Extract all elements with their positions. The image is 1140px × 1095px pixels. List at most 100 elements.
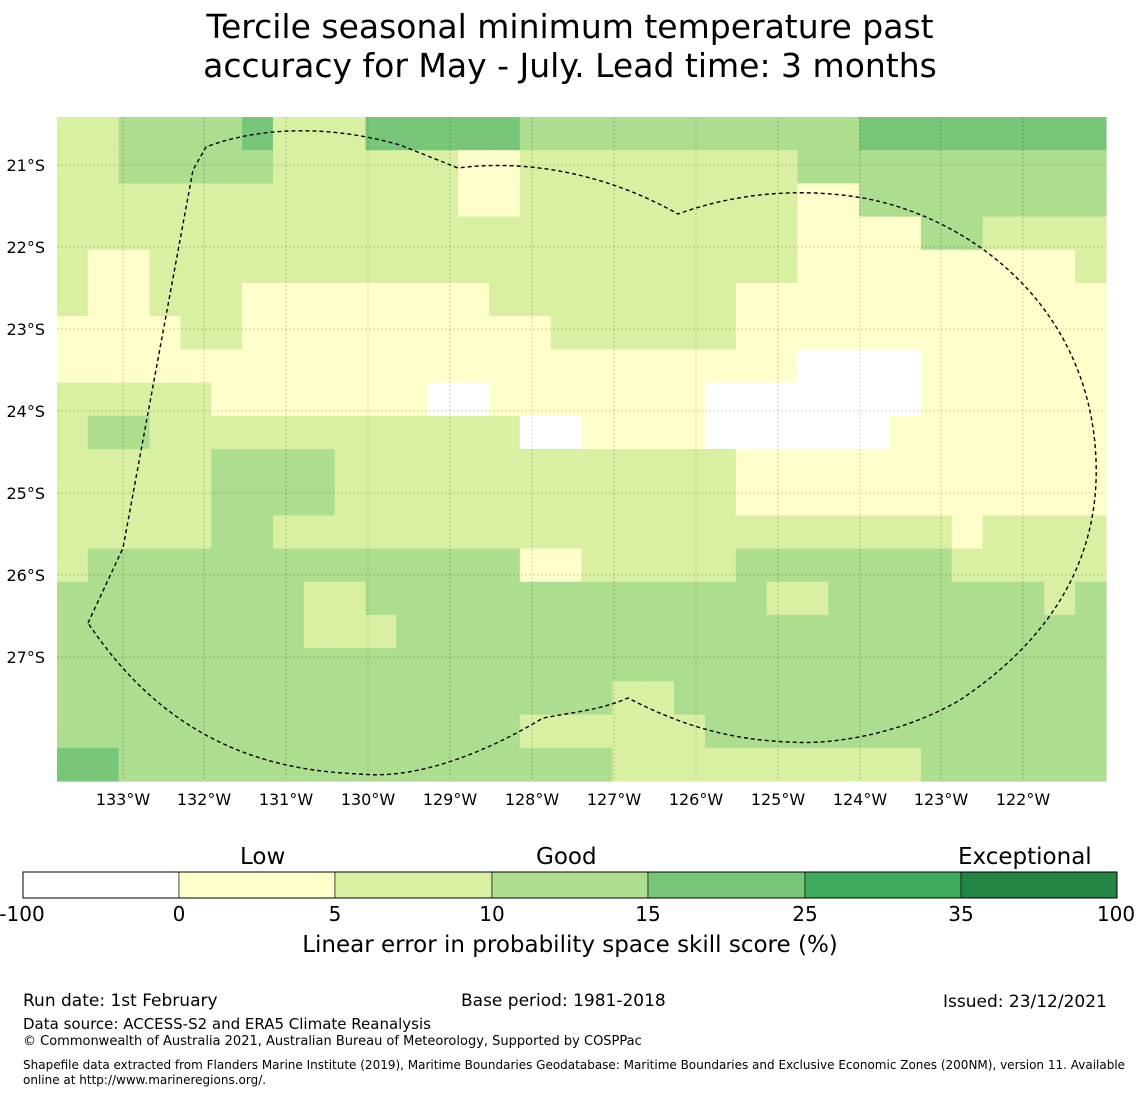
map-cell: [951, 382, 984, 417]
map-cell: [1044, 349, 1076, 384]
map-cell: [180, 183, 212, 218]
longitude-label: 124°W: [833, 790, 888, 809]
map-cell: [57, 681, 89, 716]
map-cell: [272, 316, 305, 350]
map-cell: [149, 714, 182, 749]
map-cell: [303, 183, 336, 218]
map-cell: [87, 615, 120, 649]
map-cell: [581, 747, 613, 782]
map-cell: [735, 548, 768, 583]
map-cell: [766, 648, 799, 682]
map-cell: [180, 747, 212, 782]
issued-date: Issued: 23/12/2021: [943, 992, 1107, 1012]
map-cell: [427, 150, 459, 184]
map-cell: [1044, 382, 1076, 417]
map-cell: [612, 714, 644, 749]
map-cell: [581, 482, 613, 516]
map-cell: [396, 382, 428, 417]
map-cell: [303, 382, 336, 417]
map-cell: [951, 714, 984, 749]
map-cell: [766, 349, 799, 384]
map-cell: [365, 714, 397, 749]
map-cell: [643, 249, 675, 284]
map-cell: [859, 615, 891, 649]
map-cell: [519, 515, 552, 550]
map-cell: [643, 681, 675, 716]
map-cell: [211, 615, 243, 649]
map-cell: [87, 681, 120, 716]
eez-boundary: [87, 130, 1097, 776]
map-cell: [180, 150, 212, 184]
map-cell: [920, 681, 953, 716]
map-cell: [890, 183, 922, 218]
latitude-labels: 21°S 22°S 23°S 24°S 25°S 26°S 27°S: [6, 156, 45, 667]
map-cell: [704, 449, 737, 483]
map-cell: [365, 581, 397, 616]
map-cell: [180, 581, 212, 616]
map-cell: [920, 316, 953, 350]
map-cell: [704, 349, 737, 384]
map-cell: [1044, 747, 1076, 782]
map-cell: [828, 216, 860, 251]
map-cell: [920, 382, 953, 417]
data-source: Data source: ACCESS-S2 and ERA5 Climate …: [23, 1015, 431, 1033]
map-cell: [982, 415, 1015, 450]
map-cell: [458, 515, 490, 550]
map-cell: [1013, 249, 1045, 284]
map-cell: [550, 747, 583, 782]
chart-title-line-1: Tercile seasonal minimum temperature pas…: [206, 7, 934, 46]
longitude-label: 133°W: [96, 790, 151, 809]
map-cell: [766, 515, 799, 550]
map-cell: [581, 249, 613, 284]
colorbar-segment: [960, 871, 1118, 899]
map-cell: [272, 216, 305, 251]
map-cell: [396, 449, 428, 483]
map-cell: [1044, 714, 1076, 749]
map-cell: [488, 747, 521, 782]
latitude-label: 26°S: [6, 566, 45, 585]
map-cell: [704, 581, 737, 616]
map-cell: [365, 515, 397, 550]
map-cell: [272, 581, 305, 616]
map-cell: [458, 581, 490, 616]
map-cell: [735, 382, 768, 417]
map-cell: [149, 449, 182, 483]
map-cell: [87, 449, 120, 483]
map-cell: [1013, 150, 1045, 184]
map-cell: [519, 183, 552, 218]
map-cell: [87, 316, 120, 350]
map-cell: [550, 482, 583, 516]
map-cell: [982, 249, 1015, 284]
map-cell: [1075, 150, 1107, 184]
map-cell: [488, 216, 521, 251]
map-cell: [211, 581, 243, 616]
map-cell: [1075, 382, 1107, 417]
map-cell: [427, 681, 459, 716]
map-cell: [735, 615, 768, 649]
map-cell: [1044, 183, 1076, 218]
map-cell: [272, 482, 305, 516]
map-cell: [334, 150, 367, 184]
map-cell: [57, 216, 89, 251]
map-cell: [57, 648, 89, 682]
map-cell: [149, 249, 182, 284]
map-cell: [581, 382, 613, 417]
map-cell: [674, 515, 706, 550]
map-cell: [334, 249, 367, 284]
map-cell: [365, 249, 397, 284]
map-cell: [1075, 648, 1107, 682]
map-cell: [180, 249, 212, 284]
map-cell: [766, 150, 799, 184]
map-cell: [365, 449, 397, 483]
map-cell: [488, 449, 521, 483]
map-cell: [396, 714, 428, 749]
map-cell: [859, 747, 891, 782]
map-cell: [581, 581, 613, 616]
map-cell: [612, 150, 644, 184]
map-cell: [149, 581, 182, 616]
map-cell: [180, 382, 212, 417]
map-cell: [704, 316, 737, 350]
map-cell: [149, 382, 182, 417]
map-cell: [1013, 382, 1045, 417]
map-cell: [1044, 681, 1076, 716]
